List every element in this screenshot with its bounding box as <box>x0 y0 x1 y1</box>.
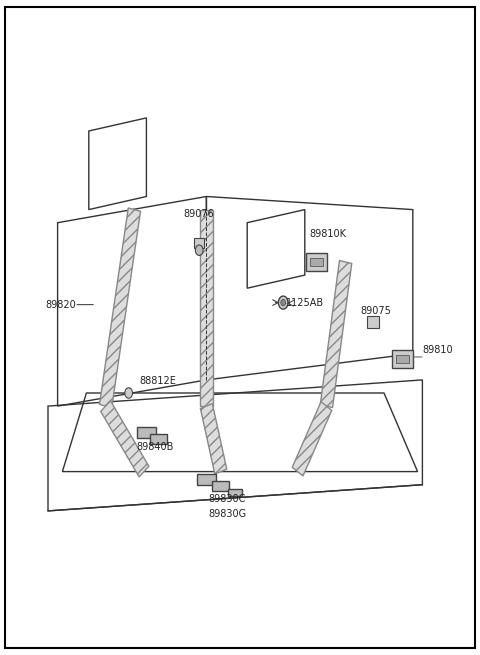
Text: 89810: 89810 <box>422 345 453 356</box>
Bar <box>197 474 216 485</box>
Polygon shape <box>320 261 352 407</box>
Polygon shape <box>99 208 141 408</box>
Text: 88812E: 88812E <box>139 376 176 386</box>
Text: 89830C: 89830C <box>209 494 246 504</box>
Bar <box>311 257 323 267</box>
Text: 89830G: 89830G <box>209 509 247 519</box>
Text: 89075: 89075 <box>360 306 391 316</box>
Polygon shape <box>292 402 332 476</box>
Bar <box>194 238 204 248</box>
Text: 89840B: 89840B <box>137 441 174 452</box>
Polygon shape <box>101 401 149 477</box>
Polygon shape <box>200 210 213 406</box>
Bar <box>392 350 413 367</box>
Bar <box>396 354 408 364</box>
Bar <box>150 434 167 443</box>
Polygon shape <box>201 403 227 474</box>
Bar <box>228 489 242 496</box>
Text: 89810K: 89810K <box>310 229 347 239</box>
Circle shape <box>125 388 132 398</box>
Bar <box>212 481 229 491</box>
Circle shape <box>281 299 286 306</box>
Circle shape <box>195 245 203 255</box>
Text: 89820: 89820 <box>46 299 76 310</box>
Bar <box>367 316 379 328</box>
Text: 1125AB: 1125AB <box>286 297 324 308</box>
Bar <box>306 253 327 271</box>
Bar <box>137 427 156 438</box>
Circle shape <box>278 296 288 309</box>
Text: 89076: 89076 <box>184 210 215 219</box>
